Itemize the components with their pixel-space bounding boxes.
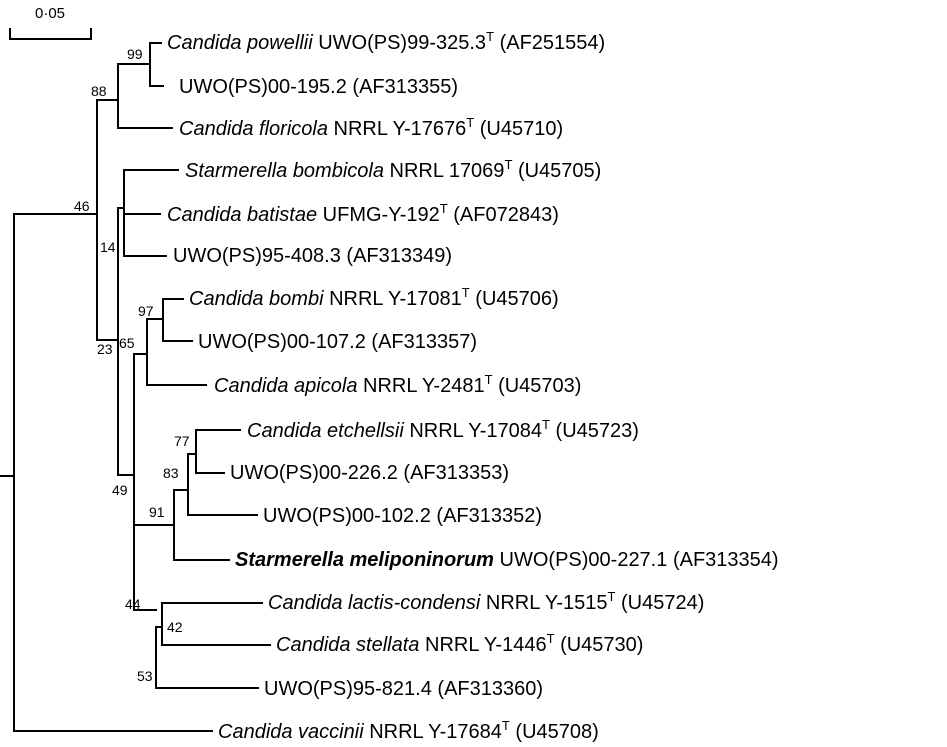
tree-branches (0, 42, 271, 732)
taxon-label: Candida batistae UFMG-Y-192T (AF072843) (167, 201, 559, 226)
bootstrap-value: 77 (174, 433, 190, 449)
taxon-label: Candida vaccinii NRRL Y-17684T (U45708) (218, 718, 599, 743)
bootstrap-value: 65 (119, 335, 135, 351)
taxon-label: Candida powellii UWO(PS)99-325.3T (AF251… (167, 29, 605, 54)
bootstrap-value: 99 (127, 46, 143, 62)
taxon-labels: Candida powellii UWO(PS)99-325.3T (AF251… (167, 29, 779, 743)
bootstrap-value: 23 (97, 341, 113, 357)
taxon-label: UWO(PS)00-195.2 (AF313355) (179, 76, 458, 98)
bootstrap-value: 83 (163, 465, 179, 481)
taxon-label: Candida floricola NRRL Y-17676T (U45710) (179, 115, 563, 140)
bootstrap-value: 44 (125, 596, 141, 612)
taxon-label: UWO(PS)00-107.2 (AF313357) (198, 331, 477, 353)
taxon-label: UWO(PS)00-102.2 (AF313352) (263, 505, 542, 527)
taxon-label: Candida bombi NRRL Y-17081T (U45706) (189, 285, 559, 310)
taxon-label: Candida etchellsii NRRL Y-17084T (U45723… (247, 417, 639, 442)
taxon-label: Candida apicola NRRL Y-2481T (U45703) (214, 372, 581, 397)
taxon-label: UWO(PS)00-226.2 (AF313353) (230, 462, 509, 484)
bootstrap-value: 46 (74, 198, 90, 214)
bootstrap-value: 91 (149, 504, 165, 520)
taxon-label: Candida lactis-condensi NRRL Y-1515T (U4… (268, 589, 704, 614)
scale-bar-label: 0·05 (35, 5, 65, 22)
bootstrap-value: 53 (137, 668, 153, 684)
scale-bar: 0·05 (9, 5, 92, 40)
bootstrap-values: 99 88 46 14 23 97 65 77 83 91 49 42 44 5… (74, 46, 190, 684)
bootstrap-value: 49 (112, 482, 128, 498)
taxon-label: UWO(PS)95-821.4 (AF313360) (264, 678, 543, 700)
taxon-label: Starmerella bombicola NRRL 17069T (U4570… (185, 157, 601, 182)
bootstrap-value: 14 (100, 239, 116, 255)
bootstrap-value: 88 (91, 83, 107, 99)
taxon-label: Candida stellata NRRL Y-1446T (U45730) (276, 631, 643, 656)
taxon-label-highlighted: Starmerella meliponinorum UWO(PS)00-227.… (235, 549, 779, 571)
bootstrap-value: 97 (138, 303, 154, 319)
bootstrap-value: 42 (167, 619, 183, 635)
taxon-label: UWO(PS)95-408.3 (AF313349) (173, 245, 452, 267)
